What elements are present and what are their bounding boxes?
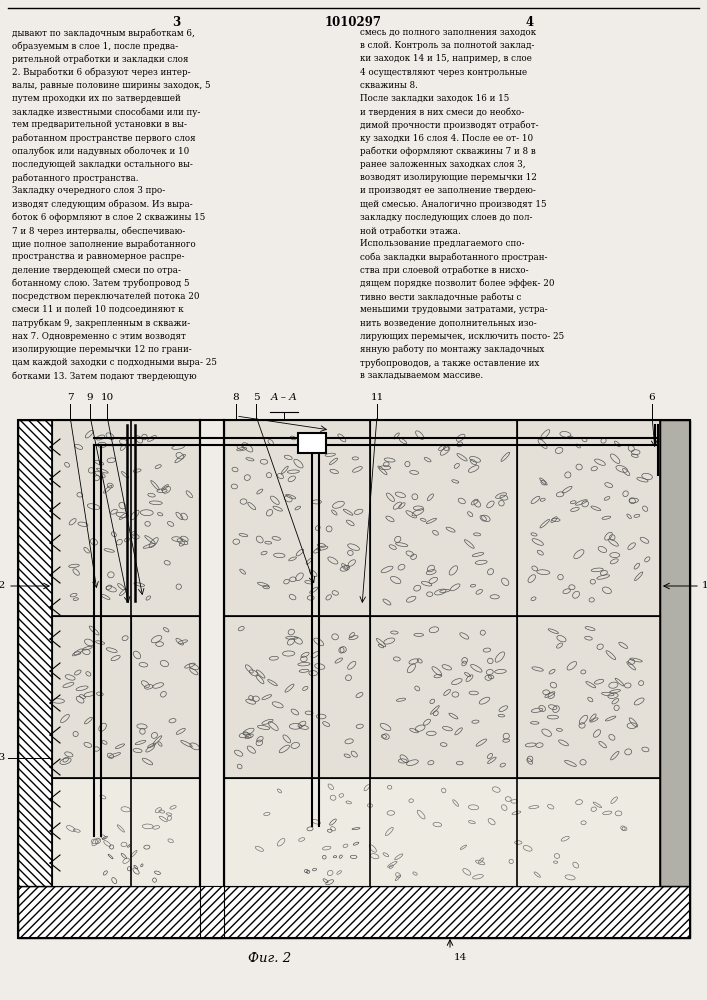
Bar xyxy=(52,778,200,886)
Text: работки оформляют скважины 7 и 8 в: работки оформляют скважины 7 и 8 в xyxy=(360,147,536,156)
Text: 8: 8 xyxy=(233,393,239,402)
Text: работанном пространстве первого слоя: работанном пространстве первого слоя xyxy=(12,134,196,143)
Bar xyxy=(224,616,370,778)
Text: 6: 6 xyxy=(649,393,655,402)
Text: последующей закладки остального вы-: последующей закладки остального вы- xyxy=(12,160,193,169)
Text: 5: 5 xyxy=(252,393,259,402)
Text: тем предварительной установки в вы-: тем предварительной установки в вы- xyxy=(12,120,187,129)
Text: изолирующие перемычки 12 по грани-: изолирующие перемычки 12 по грани- xyxy=(12,345,192,354)
Text: меньшими трудовыми затратами, устра-: меньшими трудовыми затратами, устра- xyxy=(360,305,548,314)
Text: возводят изолирующие перемычки 12: возводят изолирующие перемычки 12 xyxy=(360,173,537,182)
Text: ства при слоевой отработке в нисхо-: ства при слоевой отработке в нисхо- xyxy=(360,266,529,275)
Text: лирующих перемычек, исключить посто- 25: лирующих перемычек, исключить посто- 25 xyxy=(360,332,564,341)
Text: закладку последующих слоев до пол-: закладку последующих слоев до пол- xyxy=(360,213,532,222)
Text: опалубок или надувных оболочек и 10: опалубок или надувных оболочек и 10 xyxy=(12,147,189,156)
Text: закладке известными способами или пу-: закладке известными способами или пу- xyxy=(12,107,200,117)
Text: пространства и равномерное распре-: пространства и равномерное распре- xyxy=(12,252,185,261)
Text: 11: 11 xyxy=(370,393,384,402)
Text: 9: 9 xyxy=(87,393,93,402)
Bar xyxy=(52,616,131,778)
Text: 12: 12 xyxy=(0,582,6,590)
Text: и производят ее заполнение твердею-: и производят ее заполнение твердею- xyxy=(360,186,536,195)
Text: тивно вести закладочные работы с: тивно вести закладочные работы с xyxy=(360,292,521,302)
Text: посредством переключателей потока 20: посредством переключателей потока 20 xyxy=(12,292,199,301)
Text: A – A: A – A xyxy=(271,393,298,402)
Text: ной отработки этажа.: ной отработки этажа. xyxy=(360,226,461,235)
Text: боток 6 оформляют в слое 2 скважины 15: боток 6 оформляют в слое 2 скважины 15 xyxy=(12,213,205,222)
Text: 13: 13 xyxy=(0,754,6,762)
Text: деление твердеющей смеси по отра-: деление твердеющей смеси по отра- xyxy=(12,266,181,275)
Bar xyxy=(18,886,690,938)
Bar xyxy=(200,420,224,938)
Text: 3: 3 xyxy=(172,16,180,29)
Text: образуемым в слое 1, после предва-: образуемым в слое 1, после предва- xyxy=(12,41,178,51)
Text: и твердения в них смеси до необхо-: и твердения в них смеси до необхо- xyxy=(360,107,525,117)
Text: ботками 13. Затем подают твердеющую: ботками 13. Затем подают твердеющую xyxy=(12,371,197,381)
Bar xyxy=(200,886,224,938)
Text: ранее заложенных заходках слоя 3,: ранее заложенных заходках слоя 3, xyxy=(360,160,525,169)
Text: ку заходки 16 слоя 4. После ее от- 10: ку заходки 16 слоя 4. После ее от- 10 xyxy=(360,134,533,143)
Text: 1010297: 1010297 xyxy=(325,16,382,29)
Text: 4 осуществляют через контрольные: 4 осуществляют через контрольные xyxy=(360,68,527,77)
Text: янную работу по монтажу закладочных: янную работу по монтажу закладочных xyxy=(360,345,544,354)
Bar xyxy=(370,616,517,778)
Text: путем проходки их по затвердевшей: путем проходки их по затвердевшей xyxy=(12,94,181,103)
Text: Фиг. 2: Фиг. 2 xyxy=(248,952,291,964)
Text: в слой. Контроль за полнотой заклад-: в слой. Контроль за полнотой заклад- xyxy=(360,41,534,50)
Text: скважины 8.: скважины 8. xyxy=(360,81,418,90)
Text: 2. Выработки 6 образуют через интер-: 2. Выработки 6 образуют через интер- xyxy=(12,68,191,77)
Text: патрубкам 9, закрепленным в скважи-: патрубкам 9, закрепленным в скважи- xyxy=(12,318,190,328)
Text: ки заходок 14 и 15, например, в слое: ки заходок 14 и 15, например, в слое xyxy=(360,54,532,63)
Text: смеси 11 и полей 10 подсоединяют к: смеси 11 и полей 10 подсоединяют к xyxy=(12,305,184,314)
Text: работанного пространства.: работанного пространства. xyxy=(12,173,139,183)
Text: Закладку очередного слоя 3 про-: Закладку очередного слоя 3 про- xyxy=(12,186,165,195)
Text: 14: 14 xyxy=(453,954,467,962)
Bar xyxy=(517,616,660,778)
Text: щей смесью. Аналогично производят 15: щей смесью. Аналогично производят 15 xyxy=(360,200,547,209)
Text: смесь до полного заполнения заходок: смесь до полного заполнения заходок xyxy=(360,28,536,37)
Bar xyxy=(224,778,660,886)
Text: нить возведение дополнительных изо-: нить возведение дополнительных изо- xyxy=(360,318,537,327)
Text: ботанному слою. Затем трубопровод 5: ботанному слою. Затем трубопровод 5 xyxy=(12,279,189,288)
Text: в закладываемом массиве.: в закладываемом массиве. xyxy=(360,371,483,380)
Bar xyxy=(660,420,690,886)
Text: дящем порядке позволит более эффек- 20: дящем порядке позволит более эффек- 20 xyxy=(360,279,554,288)
Text: нах 7. Одновременно с этим возводят: нах 7. Одновременно с этим возводят xyxy=(12,332,186,341)
Text: трубопроводов, а также оставление их: трубопроводов, а также оставление их xyxy=(360,358,539,367)
Bar xyxy=(224,420,370,616)
Text: 12: 12 xyxy=(702,582,707,590)
Text: щие полное заполнение выработанного: щие полное заполнение выработанного xyxy=(12,239,196,249)
Text: димой прочности производят отработ-: димой прочности производят отработ- xyxy=(360,120,539,130)
Text: дывают по закладочным выработкам 6,: дывают по закладочным выработкам 6, xyxy=(12,28,195,37)
Text: валы, равные половине ширины заходок, 5: валы, равные половине ширины заходок, 5 xyxy=(12,81,211,90)
Text: изводят следующим образом. Из выра-: изводят следующим образом. Из выра- xyxy=(12,200,193,209)
Text: цам каждой заходки с подходными выра- 25: цам каждой заходки с подходными выра- 25 xyxy=(12,358,217,367)
Text: соба закладки выработанного простран-: соба закладки выработанного простран- xyxy=(360,252,547,262)
Text: Использование предлагаемого спо-: Использование предлагаемого спо- xyxy=(360,239,525,248)
Bar xyxy=(517,420,660,616)
Text: рительной отработки и закладки слоя: рительной отработки и закладки слоя xyxy=(12,54,189,64)
Text: 4: 4 xyxy=(526,16,534,29)
Text: После закладки заходок 16 и 15: После закладки заходок 16 и 15 xyxy=(360,94,509,103)
Bar xyxy=(370,420,517,616)
Text: 7: 7 xyxy=(66,393,74,402)
Bar xyxy=(298,433,326,453)
Bar xyxy=(18,420,52,886)
Bar xyxy=(18,420,690,938)
Bar xyxy=(52,420,200,616)
Bar xyxy=(131,616,200,778)
Text: 7 и 8 через интервалы, обеспечиваю-: 7 и 8 через интервалы, обеспечиваю- xyxy=(12,226,185,235)
Text: 10: 10 xyxy=(100,393,114,402)
